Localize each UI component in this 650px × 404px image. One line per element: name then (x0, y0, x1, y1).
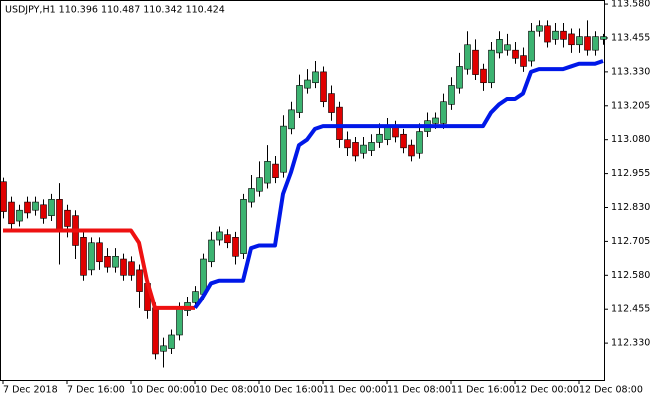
candle-body (352, 142, 359, 157)
y-tick-label: 113.080 (611, 134, 650, 145)
candle-body (224, 234, 231, 244)
y-tick-label: 113.455 (611, 32, 650, 43)
candle-body (488, 49, 495, 84)
candle-body (280, 125, 287, 173)
candle-body (592, 36, 599, 51)
candle-body (472, 49, 479, 75)
candle-body (368, 142, 375, 151)
candle-body (128, 261, 135, 276)
candle-body (264, 161, 271, 184)
candle-body (216, 231, 223, 241)
y-tick-label: 113.330 (611, 66, 650, 77)
x-tick-label: 10 Dec 00:00 (131, 385, 195, 396)
x-tick-label: 10 Dec 16:00 (259, 385, 323, 396)
candle-body (320, 71, 327, 103)
candle-body (544, 25, 551, 43)
candle-body (520, 55, 527, 67)
candle-body (376, 133, 383, 143)
candle-body (80, 237, 87, 276)
candle-body (208, 239, 215, 263)
candle-body (536, 25, 543, 32)
candle-body (160, 345, 167, 352)
candle-body (136, 269, 143, 292)
candle-body (568, 33, 575, 46)
candle-body (176, 307, 183, 336)
candle-body (576, 36, 583, 46)
candle-body (48, 199, 55, 216)
candle-body (96, 242, 103, 263)
candle-body (384, 125, 391, 140)
y-tick-label: 112.580 (611, 270, 650, 281)
candle-body (328, 93, 335, 113)
y-tick-label: 112.330 (611, 338, 650, 349)
candle-body (296, 85, 303, 113)
candle-body (152, 307, 159, 355)
candle-body (288, 109, 295, 130)
candle-body (168, 334, 175, 349)
candle-body (256, 177, 263, 192)
candle-body (440, 101, 447, 124)
y-tick-label: 112.455 (611, 304, 650, 315)
x-tick-label: 10 Dec 08:00 (195, 385, 259, 396)
candle-body (32, 201, 39, 211)
candle-body (360, 144, 367, 154)
candle-body (312, 71, 319, 84)
candle-body (24, 201, 31, 214)
plot-frame (0, 0, 605, 381)
candle-body (272, 163, 279, 178)
y-tick-label: 113.205 (611, 100, 650, 111)
candle-body (584, 36, 591, 51)
candle-body (408, 144, 415, 157)
candle-body (112, 256, 119, 268)
candle-body (64, 209, 71, 227)
x-tick-label: 12 Dec 00:00 (515, 385, 579, 396)
candle-body (560, 30, 567, 40)
candle-body (552, 30, 559, 40)
chart-title: USDJPY,H1 110.396 110.487 110.342 110.42… (5, 5, 225, 16)
candle-body (448, 85, 455, 105)
candle-body (496, 39, 503, 54)
y-tick-label: 112.830 (611, 202, 650, 213)
candle-body (192, 291, 199, 303)
candle-body (512, 49, 519, 59)
y-tick-label: 113.580 (611, 0, 650, 10)
y-tick-label: 112.955 (611, 168, 650, 179)
candle-body (248, 188, 255, 203)
candle-body (432, 117, 439, 124)
x-tick-label: 7 Dec 16:00 (67, 385, 125, 396)
candle-body (504, 44, 511, 51)
candle-body (104, 256, 111, 268)
x-tick-label: 11 Dec 16:00 (451, 385, 515, 396)
x-tick-label: 11 Dec 00:00 (323, 385, 387, 396)
candle-body (464, 44, 471, 70)
x-tick-label: 12 Dec 08:00 (579, 385, 643, 396)
candle-body (456, 66, 463, 89)
candle-body (400, 133, 407, 149)
candle-body (16, 209, 23, 222)
indicator-line (193, 59, 604, 310)
candle-body (120, 258, 127, 276)
candle-body (528, 30, 535, 62)
candle-body (56, 199, 63, 230)
candle-body (40, 204, 47, 219)
candle-body (232, 237, 239, 257)
candle-body (0, 181, 7, 212)
candle-body (304, 79, 311, 89)
x-tick-label: 7 Dec 2018 (3, 385, 58, 396)
candle-body (8, 201, 15, 225)
candle-body (416, 131, 423, 154)
indicator-line (3, 228, 195, 310)
y-tick-label: 112.705 (611, 236, 650, 247)
candle-body (88, 242, 95, 271)
candle-body (480, 68, 487, 84)
candle-body (600, 36, 607, 40)
candle-body (344, 139, 351, 149)
x-tick-label: 11 Dec 08:00 (387, 385, 451, 396)
candle-body (336, 106, 343, 140)
candle-body (240, 199, 247, 254)
